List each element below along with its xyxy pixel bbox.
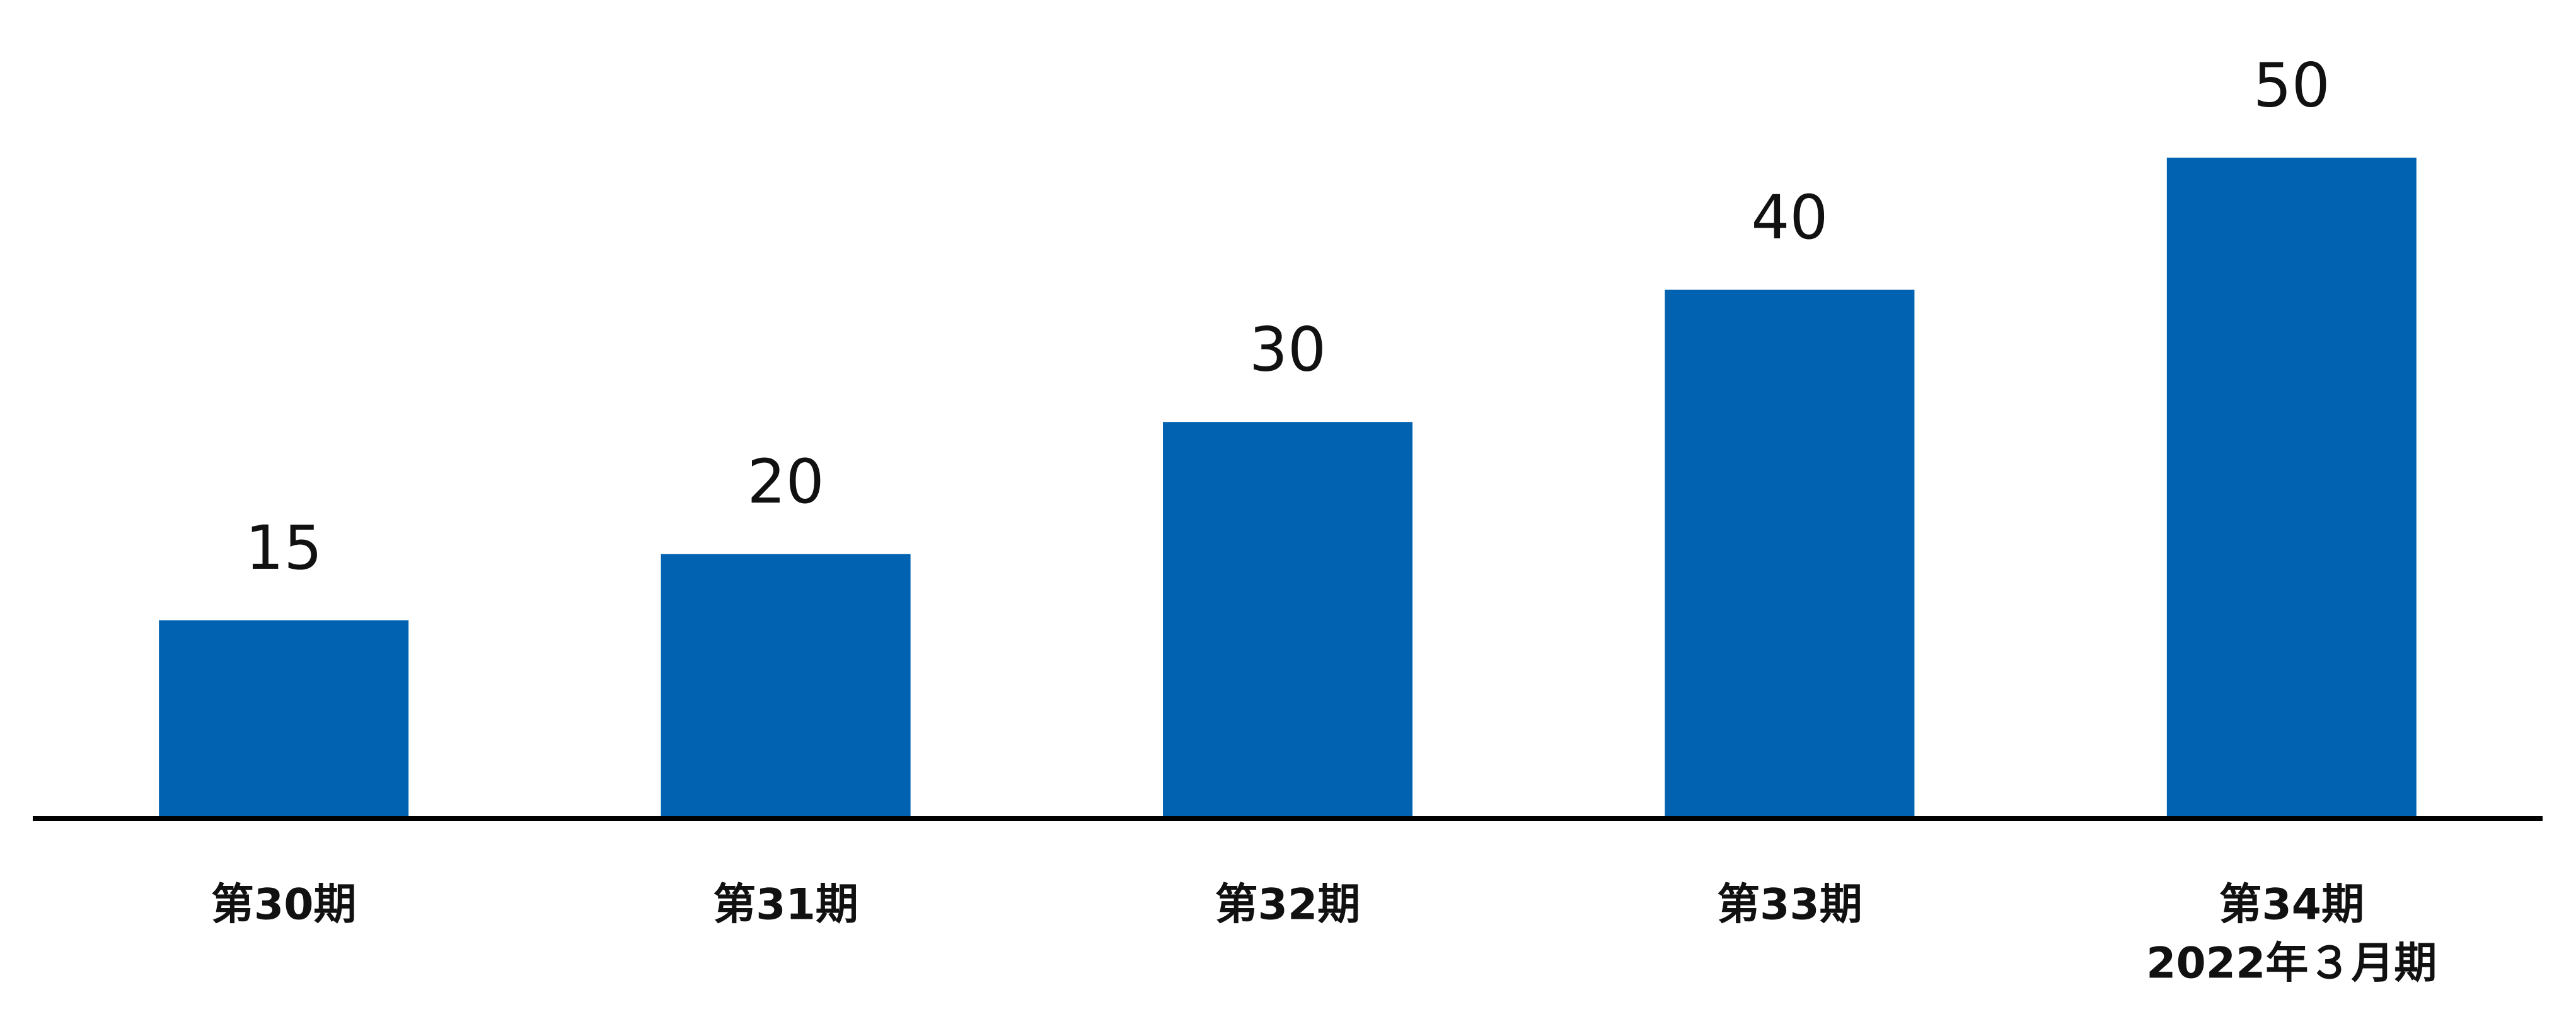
value-label: 30 bbox=[1249, 315, 1326, 385]
x-tick-label: 第34期 bbox=[2219, 880, 2364, 930]
bar bbox=[661, 554, 911, 818]
bar bbox=[1665, 289, 1915, 819]
bar bbox=[1163, 422, 1412, 818]
x-tick-sublabel: 2022年３月期 bbox=[2146, 939, 2437, 989]
x-tick-label: 第30期 bbox=[211, 880, 357, 930]
value-label: 15 bbox=[245, 513, 322, 583]
value-label: 20 bbox=[748, 446, 824, 517]
value-label: 50 bbox=[2253, 50, 2330, 120]
x-tick-label: 第31期 bbox=[713, 880, 858, 930]
x-tick-label: 第33期 bbox=[1717, 880, 1863, 930]
x-tick-label: 第32期 bbox=[1215, 880, 1361, 930]
bar bbox=[2166, 158, 2417, 818]
bar bbox=[159, 620, 409, 818]
value-label: 40 bbox=[1751, 182, 1828, 253]
